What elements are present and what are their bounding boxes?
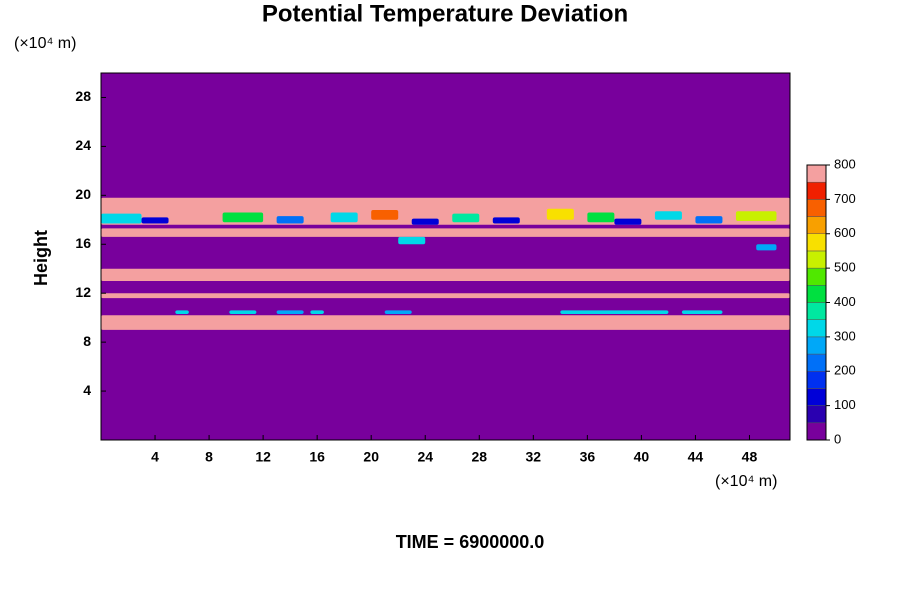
contour-cell	[276, 310, 304, 314]
contour-cell	[229, 310, 257, 314]
chart-title: Potential Temperature Deviation	[262, 0, 628, 27]
contour-cell	[310, 310, 324, 314]
contour-cell	[276, 216, 304, 224]
y-tick-label: 16	[75, 235, 91, 251]
x-tick-label: 12	[255, 449, 271, 465]
contour-cell	[101, 228, 790, 237]
x-tick-label: 44	[688, 449, 704, 465]
contour-cell	[141, 217, 169, 224]
contour-cell	[222, 212, 264, 223]
y-tick-label: 8	[83, 333, 91, 349]
colorbar-segment	[806, 371, 827, 389]
contour-cell	[546, 208, 574, 220]
colorbar-segment	[806, 302, 827, 320]
colorbar-segment	[806, 250, 827, 269]
colorbar-tick-label: 700	[834, 191, 856, 206]
y-tick-label: 12	[75, 284, 91, 300]
colorbar-segment	[806, 405, 827, 424]
colorbar-segment	[806, 233, 827, 252]
colorbar-segment	[806, 319, 827, 338]
contour-cell	[101, 315, 790, 330]
x-tick-label: 28	[471, 449, 487, 465]
contour-cell	[681, 310, 723, 314]
x-tick-label: 24	[417, 449, 433, 465]
contour-cell	[587, 212, 615, 223]
y-tick-label: 24	[75, 137, 91, 153]
colorbar-tick-label: 0	[834, 431, 841, 446]
x-tick-label: 32	[526, 449, 542, 465]
contour-cell	[735, 211, 777, 222]
colorbar-tick-label: 100	[834, 397, 856, 412]
y-tick-label: 4	[83, 382, 91, 398]
contour-cell	[411, 218, 439, 225]
contour-cell	[492, 217, 520, 224]
x-tick-label: 8	[205, 449, 213, 465]
contour-cell	[614, 218, 642, 225]
x-tick-label: 16	[309, 449, 325, 465]
colorbar-segment	[806, 181, 827, 200]
colorbar-tick-label: 300	[834, 328, 856, 343]
plot-frame	[100, 72, 791, 441]
contour-cell	[330, 212, 358, 223]
x-tick-label: 20	[363, 449, 379, 465]
contour-cell	[398, 236, 426, 245]
colorbar-segment	[806, 216, 827, 234]
colorbar-tick-label: 600	[834, 225, 856, 240]
colorbar-segment	[806, 353, 827, 372]
colorbar-segment	[806, 336, 827, 355]
footer: TIME = 6900000.0	[396, 532, 545, 552]
colorbar-tick-label: 800	[834, 156, 856, 171]
y-tick-label: 20	[75, 186, 91, 202]
colorbar-segment	[806, 199, 827, 217]
contour-cell	[654, 211, 682, 220]
contour-cell	[756, 244, 777, 251]
contour-cell	[101, 268, 790, 281]
contour-cell	[371, 210, 399, 220]
x-tick-label: 36	[580, 449, 596, 465]
y-axis-label: Height	[31, 230, 51, 286]
x-tick-label: 40	[634, 449, 650, 465]
x-unit: (×10⁴ m)	[715, 473, 777, 490]
y-tick-label: 28	[75, 88, 91, 104]
y-unit: (×10⁴ m)	[14, 35, 76, 52]
contour-cell	[101, 213, 142, 224]
contour-cell	[384, 310, 412, 314]
colorbar-segment	[806, 267, 827, 286]
contour-cell	[101, 197, 790, 225]
contour-cell	[101, 293, 790, 299]
contour-cell	[695, 216, 723, 224]
colorbar-tick-label: 400	[834, 294, 856, 309]
colorbar-tick-label: 200	[834, 363, 856, 378]
x-tick-label: 48	[742, 449, 758, 465]
colorbar-segment	[806, 164, 827, 183]
contour-cell	[101, 73, 790, 440]
contour-cell	[452, 213, 480, 223]
colorbar-tick-label: 500	[834, 260, 856, 275]
contour-cell	[560, 310, 669, 314]
colorbar-segment	[806, 285, 827, 303]
colorbar-segment	[806, 388, 827, 406]
colorbar-segment	[806, 422, 827, 441]
contour-cell	[175, 310, 189, 314]
x-tick-label: 4	[151, 449, 159, 465]
